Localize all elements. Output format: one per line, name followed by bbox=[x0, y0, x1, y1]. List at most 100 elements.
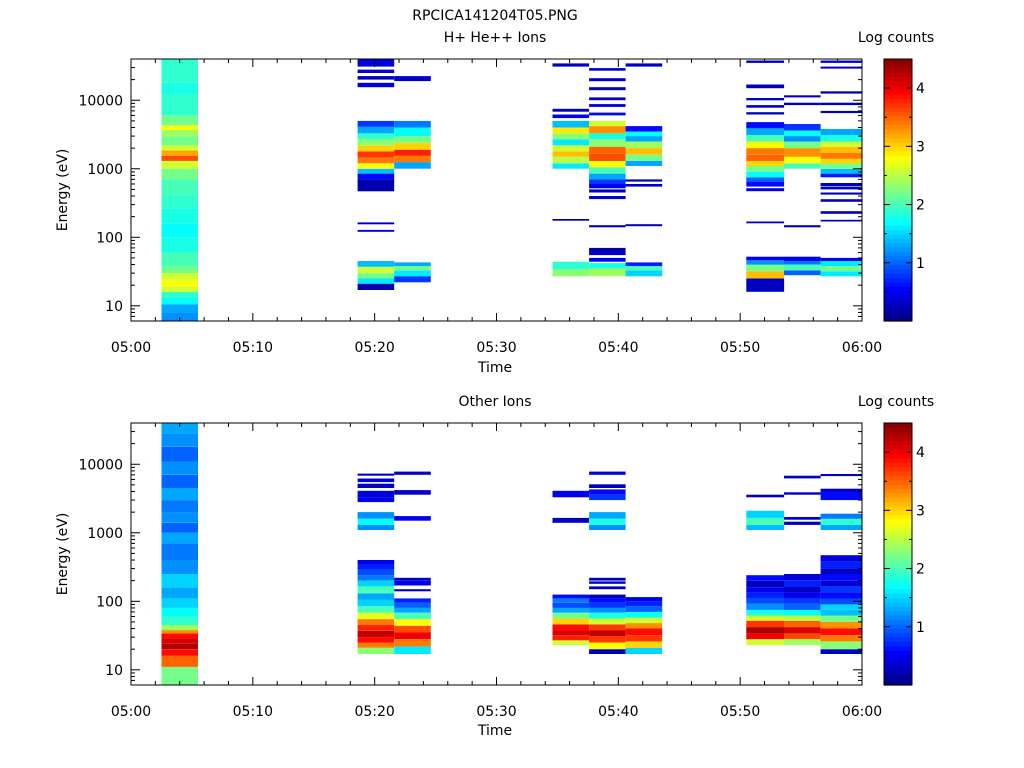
heatmap-cell bbox=[784, 639, 821, 646]
colorbar-segment bbox=[884, 436, 912, 442]
heatmap-cell bbox=[784, 517, 821, 520]
colorbar-segment bbox=[884, 501, 912, 507]
colorbar-segment bbox=[884, 558, 912, 564]
colorbar-segment bbox=[884, 286, 912, 292]
heatmap-cell bbox=[394, 76, 431, 82]
heatmap-cell bbox=[589, 87, 626, 91]
colorbar-segment bbox=[884, 663, 912, 669]
heatmap-cell bbox=[746, 587, 785, 593]
heatmap-cell bbox=[552, 145, 590, 152]
colorbar: 1 2 3 4 bbox=[883, 58, 925, 322]
colorbar-segment bbox=[884, 159, 912, 165]
colorbar-segment bbox=[884, 610, 912, 616]
x-tick-label: 05:20 bbox=[354, 340, 394, 356]
heatmap-cell bbox=[357, 586, 395, 594]
heatmap-cell bbox=[589, 624, 626, 631]
heatmap-cell bbox=[357, 630, 395, 638]
heatmap-cell bbox=[394, 262, 431, 267]
heatmap-cell bbox=[589, 139, 626, 147]
heatmap-cell bbox=[784, 620, 821, 628]
heatmap-cell bbox=[784, 148, 821, 157]
heatmap-cell bbox=[820, 173, 862, 178]
heatmap-cell bbox=[357, 157, 395, 164]
colorbar-segment bbox=[884, 299, 912, 305]
heatmap-cell bbox=[552, 269, 590, 277]
heatmap-cell bbox=[161, 446, 198, 462]
heatmap-cell bbox=[784, 475, 821, 479]
heatmap-cell bbox=[746, 580, 785, 588]
colorbar-segment bbox=[884, 475, 912, 481]
x-tick-label: 05:10 bbox=[233, 340, 273, 356]
colorbar: 1 2 3 4 bbox=[883, 422, 925, 686]
heatmap-cell bbox=[161, 638, 198, 644]
heatmap-cell bbox=[161, 161, 198, 169]
colorbar-segment bbox=[884, 593, 912, 599]
heatmap-cell bbox=[161, 115, 198, 126]
heatmap-cell bbox=[820, 266, 862, 272]
heatmap-cell bbox=[625, 179, 663, 182]
heatmap-cell bbox=[746, 271, 785, 279]
heatmap-cell bbox=[394, 270, 431, 277]
heatmap-cell bbox=[357, 490, 395, 498]
x-axis-label: Time bbox=[477, 360, 512, 376]
heatmap-cell bbox=[625, 623, 663, 629]
axes: 05:00 05:10 05:20 05:30 05:40 05:50 06:00 10 100… bbox=[78, 58, 882, 356]
colorbar-tick-label: 1 bbox=[916, 256, 925, 272]
heatmap-cell bbox=[784, 597, 821, 604]
heatmap-cell bbox=[784, 225, 821, 228]
colorbar-segment bbox=[884, 102, 912, 108]
heatmap-cell bbox=[746, 171, 785, 178]
heatmap-cell bbox=[746, 141, 785, 149]
heatmap-cell bbox=[357, 261, 395, 267]
colorbar-segment bbox=[884, 449, 912, 455]
heatmap-cell bbox=[552, 114, 590, 119]
x-tick-label: 05:10 bbox=[233, 704, 273, 720]
heatmap-cell bbox=[357, 637, 395, 643]
heatmap-cell bbox=[820, 257, 862, 261]
heatmap-cell bbox=[357, 133, 395, 140]
x-tick-label: 05:30 bbox=[476, 340, 516, 356]
heatmap-cell bbox=[589, 598, 626, 603]
colorbar-segment bbox=[884, 198, 912, 204]
heatmap-cell bbox=[357, 575, 395, 581]
colorbar-segment bbox=[884, 133, 912, 139]
heatmap-cell bbox=[625, 597, 663, 602]
heatmap-cell bbox=[820, 129, 862, 136]
heatmap-cell bbox=[357, 76, 395, 80]
colorbar-segment bbox=[884, 277, 912, 283]
colorbar-segment bbox=[884, 111, 912, 117]
colorbar-segment bbox=[884, 63, 912, 69]
colorbar-segment bbox=[884, 120, 912, 126]
y-tick-label: 10000 bbox=[78, 93, 123, 109]
y-tick-label: 10000 bbox=[78, 457, 123, 473]
heatmap-cell bbox=[746, 494, 785, 498]
heatmap-cell bbox=[161, 59, 198, 83]
heatmap-cell bbox=[394, 619, 431, 626]
heatmap-cell bbox=[625, 262, 663, 267]
heatmap-cell bbox=[589, 263, 626, 269]
heatmap-cell bbox=[746, 105, 785, 108]
heatmap-cell bbox=[394, 142, 431, 150]
heatmap-cell bbox=[589, 512, 626, 519]
heatmap-cell bbox=[746, 165, 785, 172]
heatmap-cell bbox=[746, 597, 785, 604]
heatmap-cell bbox=[589, 167, 626, 174]
heatmap-cell bbox=[784, 261, 821, 265]
heatmap-cell bbox=[161, 625, 198, 630]
colorbar-frame bbox=[883, 58, 913, 322]
heatmap-cell bbox=[589, 173, 626, 180]
heatmap-cell bbox=[357, 273, 395, 279]
heatmap-cell bbox=[357, 179, 395, 192]
heatmap-cell bbox=[357, 283, 395, 290]
heatmap-cell bbox=[784, 95, 821, 98]
heatmap-cell bbox=[357, 69, 395, 73]
colorbar-segment bbox=[884, 462, 912, 468]
heatmap-cell bbox=[820, 491, 862, 501]
heatmap-cell bbox=[161, 423, 198, 434]
colorbar-tick-label: 2 bbox=[916, 562, 925, 578]
heatmap-cell bbox=[357, 612, 395, 620]
heatmap-cell bbox=[820, 561, 862, 569]
colorbar-segment bbox=[884, 259, 912, 265]
colorbar-segment bbox=[884, 602, 912, 607]
heatmap-cell bbox=[357, 647, 395, 654]
